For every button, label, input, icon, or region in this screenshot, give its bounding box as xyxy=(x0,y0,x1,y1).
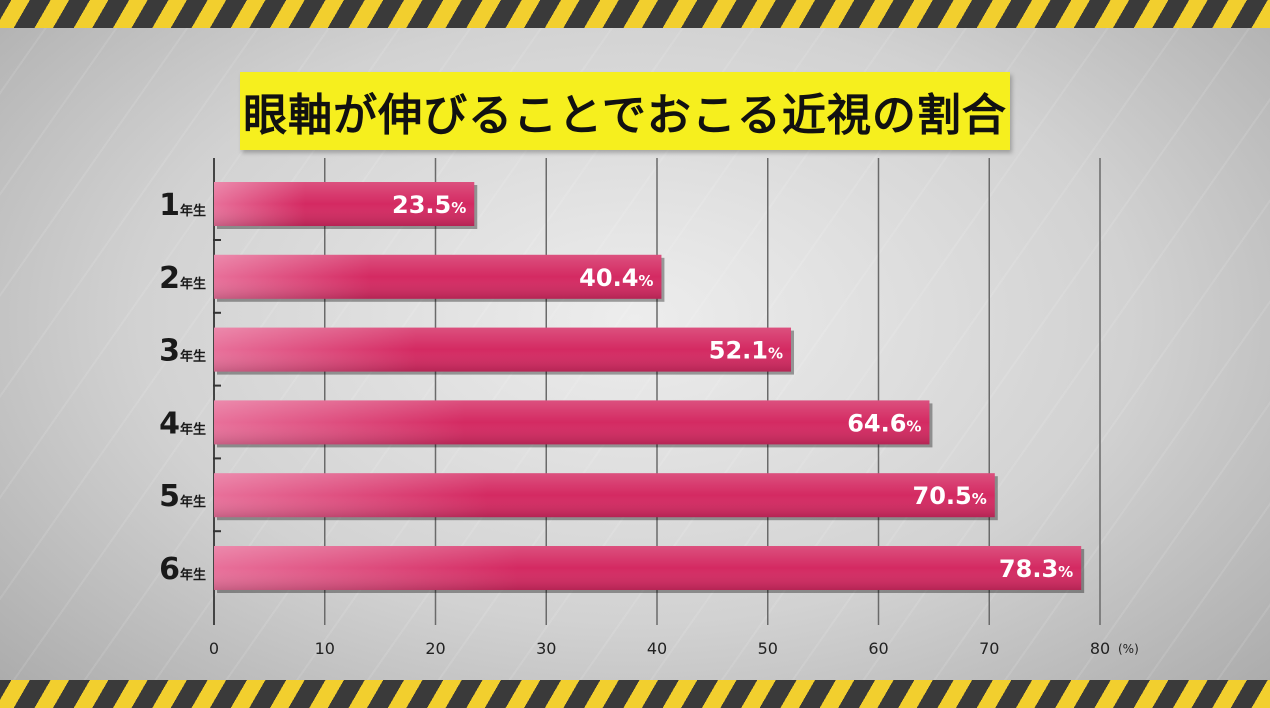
category-suffix: 年生 xyxy=(180,276,206,292)
bar-value-suffix: % xyxy=(768,345,783,363)
bar-value-suffix: % xyxy=(451,199,466,217)
bar-shine xyxy=(214,473,995,518)
chart-title: 眼軸が伸びることでおこる近視の割合 xyxy=(243,90,1007,141)
category-suffix: 年生 xyxy=(180,567,206,583)
bar-value-label: 40.4% xyxy=(579,264,653,292)
category-suffix: 年生 xyxy=(180,349,206,365)
hazard-stripe-top xyxy=(0,0,1270,28)
category-label: 2年生 xyxy=(159,261,206,296)
x-tick-label: 0 xyxy=(209,639,219,658)
bar-value-suffix: % xyxy=(638,272,653,290)
category-label: 5年生 xyxy=(159,479,206,514)
chart-title-box: 眼軸が伸びることでおこる近視の割合 xyxy=(240,72,1010,150)
bar-shine xyxy=(214,327,792,372)
x-tick-label: 10 xyxy=(315,639,335,658)
bar-shine xyxy=(214,546,1082,590)
category-label: 6年生 xyxy=(159,552,206,587)
x-tick-label: 20 xyxy=(425,639,445,658)
bar-value-suffix: % xyxy=(972,490,987,508)
hazard-stripe-bottom xyxy=(0,680,1270,708)
x-tick-label: 60 xyxy=(868,639,888,658)
category-suffix: 年生 xyxy=(180,421,206,437)
x-tick-label: 50 xyxy=(758,639,778,658)
x-tick-label: 70 xyxy=(979,639,999,658)
category-label: 4年生 xyxy=(159,406,206,441)
x-tick-label: 40 xyxy=(647,639,667,658)
category-label: 1年生 xyxy=(159,188,206,223)
x-axis-ticks: 0 10 20 30 40 50 60 70 80 (%) xyxy=(209,639,1139,658)
bar-value-suffix: % xyxy=(906,417,921,435)
bar-shine xyxy=(214,400,930,445)
bar-shine xyxy=(214,254,662,299)
bar-value-label: 23.5% xyxy=(392,191,466,219)
bars: 23.5%40.4%52.1%64.6%70.5%78.3% xyxy=(214,182,1085,593)
category-suffix: 年生 xyxy=(180,494,206,510)
x-tick-label: 80 xyxy=(1090,639,1110,658)
category-labels: 1年生 2年生 3年生 4年生 5年生 6年生 xyxy=(159,188,221,587)
category-suffix: 年生 xyxy=(180,203,206,219)
x-axis-unit: (%) xyxy=(1118,642,1139,656)
x-tick-label: 30 xyxy=(536,639,556,658)
bar-shine xyxy=(214,182,475,226)
category-label: 3年生 xyxy=(159,334,206,369)
bar-value-suffix: % xyxy=(1058,563,1073,581)
